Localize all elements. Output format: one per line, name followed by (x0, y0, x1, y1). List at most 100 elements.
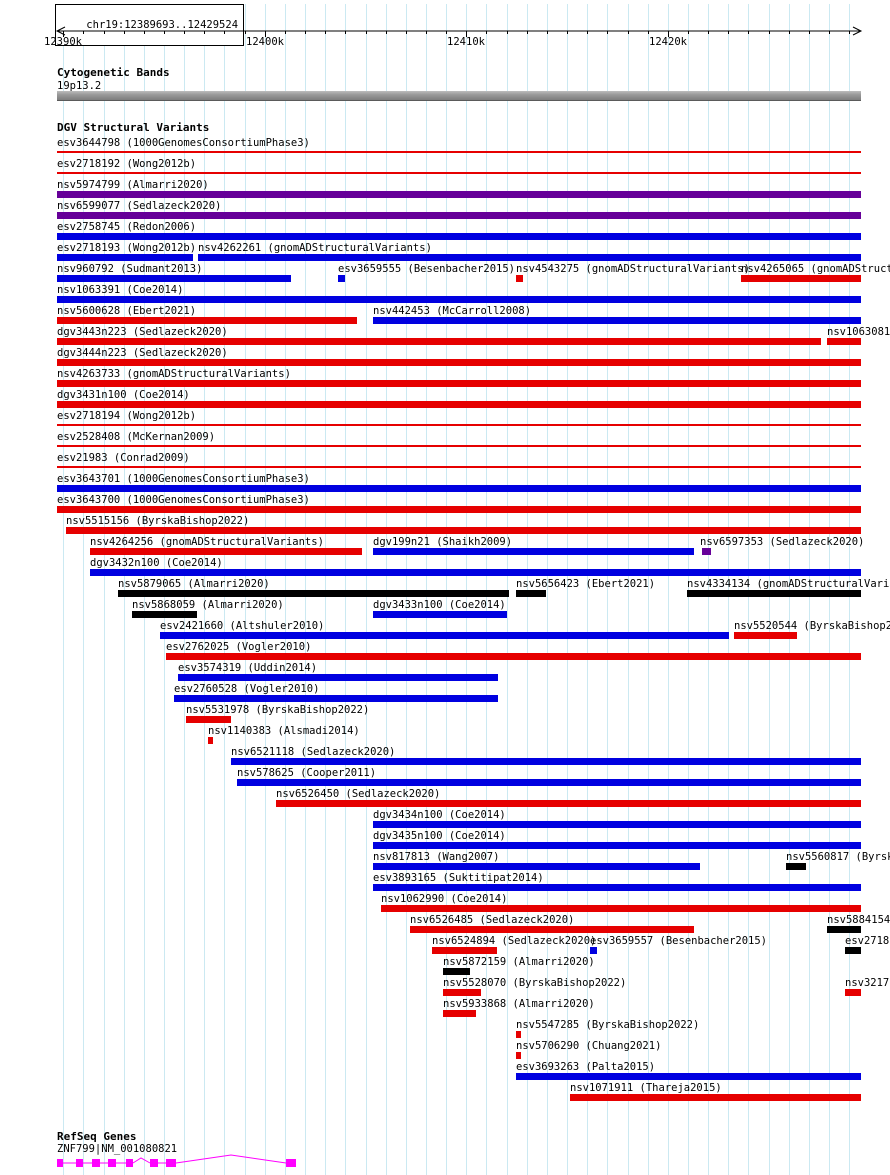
variant-label[interactable]: nsv3217 (845, 977, 890, 989)
variant-bar[interactable] (57, 233, 861, 240)
variant-label[interactable]: nsv5706290 (Chuang2021) (516, 1040, 662, 1052)
variant-bar[interactable] (57, 172, 861, 174)
variant-label[interactable]: nsv6524894 (Sedlazeck2020) (432, 935, 597, 947)
variant-bar[interactable] (845, 989, 861, 996)
variant-bar[interactable] (237, 779, 861, 786)
gene-label[interactable]: ZNF799|NM_001080821 (57, 1143, 178, 1155)
variant-label[interactable]: dgv3433n100 (Coe2014) (373, 599, 506, 611)
variant-bar[interactable] (373, 863, 700, 870)
variant-label[interactable]: dgv3431n100 (Coe2014) (57, 389, 190, 401)
variant-label[interactable]: dgv3432n100 (Coe2014) (90, 557, 223, 569)
variant-label[interactable]: nsv6599077 (Sedlazeck2020) (57, 200, 222, 212)
variant-label[interactable]: esv2718192 (Wong2012b) (57, 158, 197, 170)
ruler-axis[interactable] (0, 0, 890, 50)
variant-label[interactable]: nsv5520544 (ByrskaBishop2022) (734, 620, 890, 632)
variant-label[interactable]: nsv5600628 (Ebert2021) (57, 305, 197, 317)
variant-bar[interactable] (57, 380, 861, 387)
variant-bar[interactable] (443, 1010, 476, 1017)
variant-bar[interactable] (516, 1073, 861, 1080)
variant-bar[interactable] (373, 611, 507, 618)
variant-label[interactable]: esv3644798 (1000GenomesConsortiumPhase3) (57, 137, 310, 149)
variant-bar[interactable] (178, 674, 498, 681)
variant-label[interactable]: esv2718194 (Wong2012b) (57, 410, 197, 422)
variant-bar[interactable] (381, 905, 861, 912)
variant-bar[interactable] (276, 800, 861, 807)
variant-bar[interactable] (57, 506, 861, 513)
variant-label[interactable]: nsv1063391 (Coe2014) (57, 284, 184, 296)
variant-label[interactable]: nsv5560817 (ByrskaBishop2022) (786, 851, 890, 863)
variant-bar[interactable] (373, 317, 861, 324)
variant-bar[interactable] (198, 254, 861, 261)
variant-bar[interactable] (90, 548, 362, 555)
variant-label[interactable]: nsv4262261 (gnomADStructuralVariants) (198, 242, 432, 254)
variant-label[interactable]: nsv5656423 (Ebert2021) (516, 578, 656, 590)
variant-label[interactable]: esv2762025 (Vogler2010) (166, 641, 312, 653)
variant-bar[interactable] (827, 338, 861, 345)
variant-bar[interactable] (443, 989, 481, 996)
variant-bar[interactable] (570, 1094, 861, 1101)
variant-bar[interactable] (373, 884, 861, 891)
variant-bar[interactable] (231, 758, 861, 765)
variant-label[interactable]: esv3893165 (Suktitipat2014) (373, 872, 544, 884)
variant-label[interactable]: dgv3443n223 (Sedlazeck2020) (57, 326, 228, 338)
variant-label[interactable]: nsv5974799 (Almarri2020) (57, 179, 209, 191)
variant-bar[interactable] (57, 445, 861, 447)
variant-label[interactable]: esv21983 (Conrad2009) (57, 452, 190, 464)
variant-bar[interactable] (57, 212, 861, 219)
variant-label[interactable]: nsv5531978 (ByrskaBishop2022) (186, 704, 370, 716)
variant-bar[interactable] (57, 466, 861, 468)
variant-label[interactable]: nsv442453 (McCarroll2008) (373, 305, 532, 317)
variant-label[interactable]: nsv5879065 (Almarri2020) (118, 578, 270, 590)
variant-label[interactable]: esv3643701 (1000GenomesConsortiumPhase3) (57, 473, 310, 485)
variant-bar[interactable] (702, 548, 711, 555)
variant-bar[interactable] (57, 254, 193, 261)
variant-label[interactable]: esv3574319 (Uddin2014) (178, 662, 318, 674)
variant-label[interactable]: nsv6597353 (Sedlazeck2020) (700, 536, 865, 548)
variant-label[interactable]: esv3659555 (Besenbacher2015) (338, 263, 516, 275)
variant-bar[interactable] (410, 926, 694, 933)
variant-bar[interactable] (57, 359, 861, 366)
variant-bar[interactable] (516, 590, 546, 597)
variant-label[interactable]: esv2718193 (Wong2012b) (57, 242, 197, 254)
variant-label[interactable]: dgv3435n100 (Coe2014) (373, 830, 506, 842)
variant-label[interactable]: esv2421660 (Altshuler2010) (160, 620, 325, 632)
variant-label[interactable]: nsv6526485 (Sedlazeck2020) (410, 914, 575, 926)
variant-bar[interactable] (90, 569, 861, 576)
variant-label[interactable]: nsv960792 (Sudmant2013) (57, 263, 203, 275)
variant-bar[interactable] (174, 695, 498, 702)
variant-label[interactable]: esv2758745 (Redon2006) (57, 221, 197, 233)
variant-label[interactable]: nsv5547285 (ByrskaBishop2022) (516, 1019, 700, 1031)
variant-label[interactable]: esv3659557 (Besenbacher2015) (590, 935, 768, 947)
variant-label[interactable]: nsv5933868 (Almarri2020) (443, 998, 595, 1010)
variant-label[interactable]: dgv199n21 (Shaikh2009) (373, 536, 513, 548)
variant-label[interactable]: dgv3434n100 (Coe2014) (373, 809, 506, 821)
variant-bar[interactable] (57, 191, 861, 198)
variant-bar[interactable] (57, 275, 291, 282)
variant-bar[interactable] (57, 296, 861, 303)
variant-bar[interactable] (786, 863, 806, 870)
variant-label[interactable]: esv3693263 (Palta2015) (516, 1061, 656, 1073)
variant-bar[interactable] (687, 590, 861, 597)
variant-bar[interactable] (57, 424, 861, 426)
variant-label[interactable]: nsv817813 (Wang2007) (373, 851, 500, 863)
variant-bar[interactable] (516, 1052, 521, 1059)
gene-glyph[interactable] (40, 1152, 340, 1175)
variant-bar[interactable] (118, 590, 509, 597)
variant-label[interactable]: dgv3444n223 (Sedlazeck2020) (57, 347, 228, 359)
variant-label[interactable]: nsv5515156 (ByrskaBishop2022) (66, 515, 250, 527)
variant-label[interactable]: nsv5528070 (ByrskaBishop2022) (443, 977, 627, 989)
variant-bar[interactable] (741, 275, 861, 282)
variant-bar[interactable] (373, 842, 861, 849)
variant-bar[interactable] (373, 821, 861, 828)
variant-label[interactable]: nsv5868059 (Almarri2020) (132, 599, 284, 611)
variant-bar[interactable] (66, 527, 861, 534)
variant-label[interactable]: nsv5884154 (827, 914, 890, 926)
variant-label[interactable]: esv3643700 (1000GenomesConsortiumPhase3) (57, 494, 310, 506)
variant-bar[interactable] (590, 947, 597, 954)
variant-label[interactable]: nsv6526450 (Sedlazeck2020) (276, 788, 441, 800)
variant-bar[interactable] (57, 338, 821, 345)
variant-bar[interactable] (166, 653, 861, 660)
variant-label[interactable]: nsv4263733 (gnomADStructuralVariants) (57, 368, 291, 380)
variant-label[interactable]: esv2528408 (McKernan2009) (57, 431, 216, 443)
variant-bar[interactable] (132, 611, 197, 618)
